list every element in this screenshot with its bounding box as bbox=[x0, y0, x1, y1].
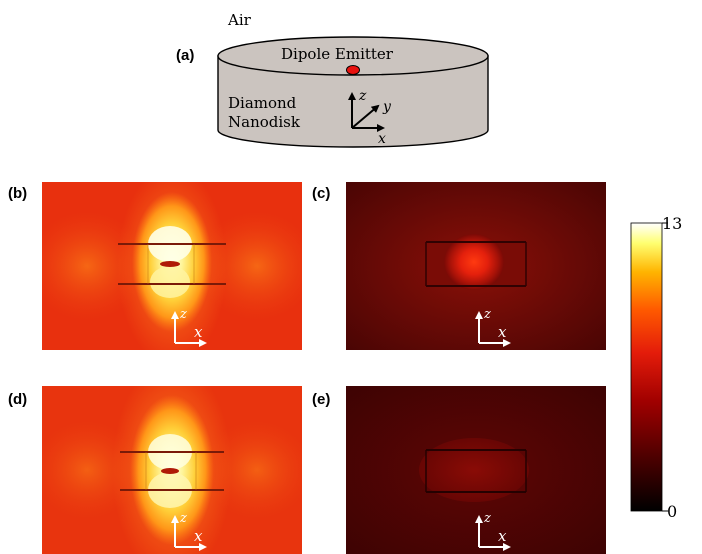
field-panel-e: (e) z x bbox=[312, 386, 606, 554]
dipole-emitter-dot bbox=[346, 65, 360, 75]
panel-e-axis-z: z bbox=[483, 511, 491, 526]
air-label: Air bbox=[227, 11, 252, 29]
diamond-label: Diamond bbox=[228, 94, 297, 112]
colorbar-min-label: 0 bbox=[667, 502, 677, 521]
panel-label-d: (d) bbox=[8, 391, 27, 408]
panel-c-axis-z: z bbox=[483, 307, 491, 322]
panel-b-axis-x: x bbox=[194, 323, 203, 341]
axis-x-label: x bbox=[378, 131, 386, 147]
panel-label-a: (a) bbox=[176, 47, 194, 64]
dipole-emitter-label: Dipole Emitter bbox=[281, 45, 394, 63]
panel-label-b: (b) bbox=[8, 185, 27, 202]
nanodisk-label: Nanodisk bbox=[228, 113, 301, 131]
field-panel-b: (b) z x bbox=[8, 182, 302, 350]
panel-d-axis-z: z bbox=[179, 511, 187, 526]
axis-z-label: z bbox=[358, 88, 367, 104]
colorbar: 13 0 bbox=[630, 214, 682, 521]
panel-b-axis-z: z bbox=[179, 307, 187, 322]
panel-label-c: (c) bbox=[312, 185, 330, 202]
panel-c-axis-x: x bbox=[498, 323, 507, 341]
panel-e-axis-x: x bbox=[498, 527, 507, 545]
axis-y-label: y bbox=[382, 99, 392, 115]
panel-label-e: (e) bbox=[312, 391, 330, 408]
schematic-axes: z y x bbox=[348, 88, 392, 147]
colorbar-max-label: 13 bbox=[662, 214, 682, 233]
schematic-panel: Air (a) Dipole Emitter Diamond Nanodisk … bbox=[176, 11, 489, 148]
panel-d-axis-x: x bbox=[194, 527, 203, 545]
field-panel-c: (c) z x bbox=[312, 182, 606, 350]
field-panel-d: (d) z x bbox=[8, 386, 302, 554]
colorbar-gradient bbox=[630, 222, 663, 512]
